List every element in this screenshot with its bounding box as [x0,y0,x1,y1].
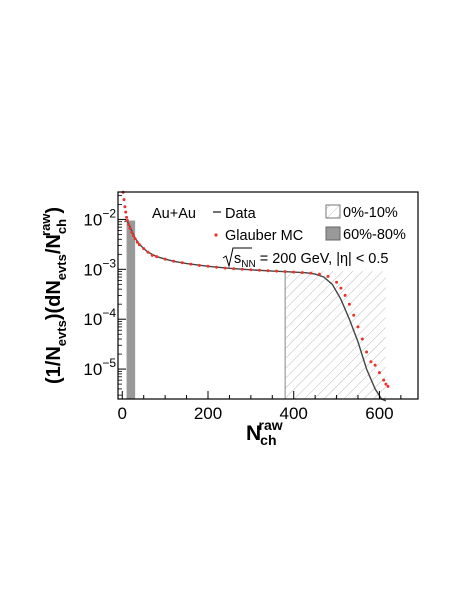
y-tick-label: 10−4 [83,306,116,329]
glauber-point [125,215,129,219]
glauber-point [356,325,360,329]
glauber-point [150,253,154,257]
glauber-point [189,262,193,266]
legend-glauber-marker [214,233,218,237]
glauber-point [335,280,339,284]
glauber-point [155,255,159,259]
glauber-point [257,268,261,272]
glauber-point [131,234,135,238]
y-tick-label: 10−3 [83,256,116,279]
glauber-point [343,293,347,297]
glauber-point [142,247,146,251]
glauber-point [377,371,381,375]
glauber-point [369,360,373,364]
glauber-point [347,302,351,306]
glauber-point [326,274,330,278]
x-tick-label: 200 [194,404,222,423]
glauber-point [365,350,369,354]
legend-peripheral-label: 60%-80% [343,227,406,243]
glauber-point [317,272,321,276]
y-tick-label: 10−2 [83,206,116,229]
glauber-point [172,259,176,263]
glauber-point [382,378,386,382]
glauber-point [249,268,253,272]
x-tick-label: 400 [280,404,308,423]
glauber-point [223,266,227,270]
glauber-point [300,271,304,275]
glauber-point [146,250,150,254]
glauber-point [386,384,390,388]
glauber-point [122,198,126,202]
glauber-point [232,267,236,271]
system-label: Au+Au [152,206,196,222]
glauber-point [206,264,210,268]
legend-glauber-label: Glauber MC [225,228,303,244]
legend-central-swatch [325,204,341,219]
legend-central-label: 0%-10% [343,205,398,221]
glauber-point [283,270,287,274]
glauber-point [127,223,131,227]
glauber-point [292,270,296,274]
legend-data-label: Data [225,206,257,222]
x-tick-label: 0 [118,404,127,423]
x-axis: 0 200 400 600 [118,391,402,423]
y-axis-title: (1/Nevts)(dNevts/Nchraw) [38,207,69,384]
glauber-point [135,240,139,244]
glauber-point [339,286,343,290]
glauber-point [275,269,279,273]
glauber-point [130,230,134,234]
glauber-point [124,210,128,214]
glauber-point [123,205,127,209]
legend-peripheral-swatch [325,226,341,241]
central-0-10-band [285,271,386,399]
glauber-point [352,313,356,317]
glauber-point [180,261,184,265]
glauber-point [215,265,219,269]
glauber-point [240,267,244,271]
glauber-point [163,257,167,261]
glauber-point [266,269,270,273]
sqrt-symbol [222,247,252,268]
x-tick-label: 600 [365,404,393,423]
glauber-point [125,219,129,222]
y-tick-label: 10−5 [83,356,116,379]
glauber-point [133,237,137,241]
y-axis: 10−2 10−3 10−4 10−5 [83,195,126,396]
glauber-point [309,271,313,275]
glauber-point [128,226,132,230]
glauber-point [197,263,201,267]
glauber-point [384,382,388,386]
glauber-point [373,363,377,367]
glauber-point [360,337,364,341]
peripheral-60-80-band [126,220,136,399]
energy-label: sNN = 200 GeV, |η| < 0.5 [234,251,388,270]
glauber-point [137,243,141,247]
x-axis-title: Nchraw [246,417,283,448]
